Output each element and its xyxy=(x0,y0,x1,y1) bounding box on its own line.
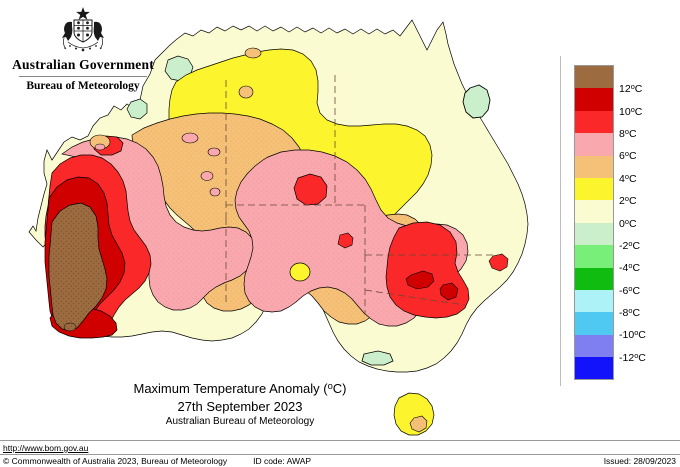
band-minus2-to-0-kimberley-b xyxy=(126,98,148,120)
legend-tick-label: -2oC xyxy=(619,238,641,252)
legend-label-column: 12oC 10oC 8oC 6oC 4oC 2oC 0oC -2oC -4oC -6oC -8oC -… xyxy=(619,65,673,367)
australia-temperature-anomaly-map xyxy=(28,19,529,436)
spot-pink-nt xyxy=(207,147,221,157)
australian-government-label: Australian Government xyxy=(12,57,154,72)
band-8-to-10-central-spot xyxy=(293,173,328,206)
branding-divider xyxy=(19,75,147,77)
legend-tick-label: -10oC xyxy=(619,328,646,342)
legend-tick-label: 6oC xyxy=(619,149,637,163)
legend-tick-label: -12oC xyxy=(619,350,646,364)
band-10-to-12-nsw-spot-b xyxy=(439,282,459,301)
legend-swatch xyxy=(575,66,613,89)
legend-tick-label: 12oC xyxy=(619,82,643,96)
spot-pink-wa-b xyxy=(200,171,214,181)
legend-swatch xyxy=(575,312,613,335)
legend-swatch xyxy=(575,133,613,156)
footer-top-divider xyxy=(0,440,680,441)
anomaly-contour-layer xyxy=(28,19,529,436)
band-minus2-to-0-cairns xyxy=(462,84,491,119)
legend-tick-label: 4oC xyxy=(619,171,637,185)
spot-brown-inner xyxy=(63,322,77,332)
copyright-text: © Commonwealth of Australia 2023, Bureau… xyxy=(3,456,228,466)
band-10-to-12-nsw-spot-a xyxy=(405,270,435,290)
state-borders xyxy=(225,75,500,315)
legend-swatch xyxy=(575,222,613,246)
legend-tick-label: 8oC xyxy=(619,126,637,141)
australian-coat-of-arms-icon xyxy=(62,7,104,52)
legend-tick-label: -8oC xyxy=(619,306,641,320)
map-title-suffix: C) xyxy=(332,381,347,397)
legend-swatch xyxy=(575,267,613,290)
bureau-of-meteorology-label: Bureau of Meteorology xyxy=(26,79,140,92)
legend-swatch xyxy=(575,289,613,313)
map-organisation: Australian Bureau of Meteorology xyxy=(165,416,315,428)
legend-swatch xyxy=(575,88,613,111)
spot-pink-wa-c xyxy=(209,187,221,197)
border-vic-nsw xyxy=(364,289,466,306)
legend-swatch xyxy=(575,155,613,178)
map-title: Maximum Temperature Anomaly (oC) xyxy=(40,380,440,398)
spot-pink-wa-a xyxy=(181,132,199,144)
map-date: 27th September 2023 xyxy=(177,398,303,414)
id-code-text: ID code: AWAP xyxy=(253,456,312,466)
legend-colorbar xyxy=(574,65,614,381)
band-above-12-wa xyxy=(48,202,108,332)
legend-tick-label: -6oC xyxy=(619,283,641,297)
band-4-to-6-tasmania-se xyxy=(409,415,428,433)
map-title-prefix: Maximum Temperature Anomaly ( xyxy=(133,381,328,397)
legend-swatch xyxy=(575,334,613,358)
legend-tick-label: -4oC xyxy=(619,261,641,275)
legend-swatch xyxy=(575,110,613,134)
legend-tick-label: 10oC xyxy=(619,104,643,118)
legend-swatch xyxy=(575,245,613,268)
map-title-degree: o xyxy=(327,381,333,391)
legend-tick-label: 0oC xyxy=(619,216,637,230)
issued-date-text: Issued: 28/09/2023 xyxy=(603,456,676,466)
spot-orange-topend-a xyxy=(244,47,262,59)
footer-bar: © Commonwealth of Australia 2023, Bureau… xyxy=(0,455,680,467)
map-caption: Maximum Temperature Anomaly (oC) 27th Se… xyxy=(40,380,440,429)
legend-swatch xyxy=(575,200,613,223)
spot-pink-wa-nw-inner xyxy=(94,143,106,151)
footer-mid-divider xyxy=(0,454,680,455)
band-8-to-10-coast-spot xyxy=(488,253,509,272)
spot-orange-topend-b xyxy=(238,85,254,99)
band-minus2-to-0-se-coast xyxy=(361,350,394,366)
legend-tick-label: 2oC xyxy=(619,194,637,208)
bom-branding: Australian Government Bureau of Meteorol… xyxy=(8,4,158,92)
temperature-legend: 12oC 10oC 8oC 6oC 4oC 2oC 0oC -2oC -4oC -6oC -8oC -… xyxy=(560,56,673,386)
spot-yellow-vic xyxy=(289,262,311,282)
legend-swatch xyxy=(575,357,613,380)
legend-swatch xyxy=(575,177,613,201)
bom-website-link[interactable]: http://www.bom.gov.au xyxy=(3,443,89,453)
band-8-to-10-spot-small xyxy=(337,232,354,249)
